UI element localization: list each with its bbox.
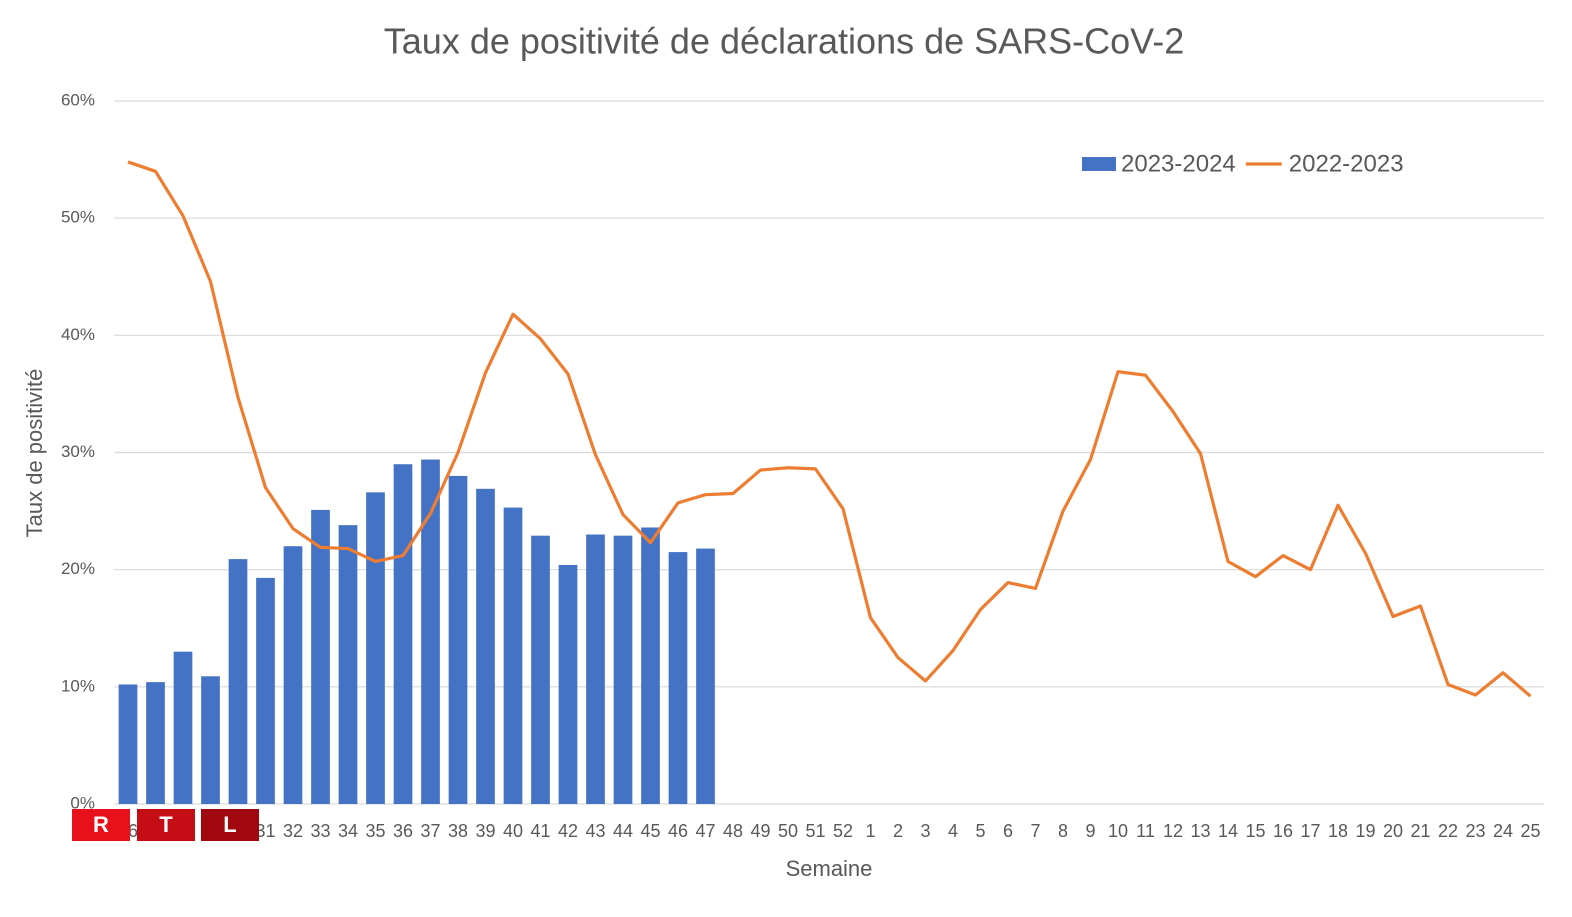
y-tick-label: 30% — [61, 442, 95, 461]
bar — [448, 475, 468, 804]
x-tick-label: 14 — [1218, 821, 1238, 841]
legend-swatch — [1082, 157, 1116, 171]
x-tick-label: 1 — [865, 821, 875, 841]
bar — [393, 464, 413, 804]
x-tick-label: 36 — [393, 821, 413, 841]
x-tick-label: 31 — [255, 821, 275, 841]
bar — [668, 552, 688, 804]
x-tick-label: 23 — [1465, 821, 1485, 841]
x-tick-label: 32 — [283, 821, 303, 841]
x-tick-label: 40 — [503, 821, 523, 841]
x-tick-label: 42 — [558, 821, 578, 841]
x-tick-label: 24 — [1493, 821, 1513, 841]
bar — [366, 492, 385, 804]
x-tick-label: 52 — [833, 821, 853, 841]
x-tick-label: 45 — [640, 821, 660, 841]
x-tick-label: 21 — [1410, 821, 1430, 841]
y-tick-label: 0% — [70, 793, 95, 812]
x-tick-label: 19 — [1355, 821, 1375, 841]
y-tick-label: 50% — [61, 208, 95, 227]
x-tick-label: 47 — [695, 821, 715, 841]
x-tick-label: 9 — [1085, 821, 1095, 841]
x-tick-label: 35 — [365, 821, 385, 841]
bar — [283, 546, 303, 804]
y-axis-label: Taux de positivité — [22, 369, 47, 538]
logo-block — [72, 809, 130, 841]
y-tick-label: 20% — [61, 559, 95, 578]
bar — [503, 507, 523, 804]
x-tick-label: 10 — [1108, 821, 1128, 841]
bar — [118, 684, 138, 804]
logo-letter: T — [159, 812, 173, 837]
x-tick-label: 50 — [778, 821, 798, 841]
x-tick-label: 12 — [1163, 821, 1183, 841]
x-tick-label: 15 — [1245, 821, 1265, 841]
legend-label: 2023-2024 — [1121, 150, 1236, 177]
x-tick-label: 33 — [310, 821, 330, 841]
line — [127, 160, 1532, 698]
x-tick-label: 4 — [948, 821, 958, 841]
bar — [311, 509, 330, 804]
bar — [558, 564, 578, 804]
x-tick-label: 11 — [1136, 821, 1155, 841]
legend-label: 2022-2023 — [1289, 150, 1404, 177]
x-tick-label: 34 — [338, 821, 358, 841]
logo-letter: R — [93, 812, 109, 837]
x-tick-label: 16 — [1273, 821, 1293, 841]
x-tick-label: 8 — [1058, 821, 1068, 841]
bar — [641, 527, 660, 804]
x-tick-label: 25 — [1520, 821, 1540, 841]
x-tick-label: 13 — [1190, 821, 1210, 841]
x-tick-label: 44 — [613, 821, 633, 841]
x-tick-label: 41 — [530, 821, 550, 841]
x-tick-label: 18 — [1328, 821, 1348, 841]
bar — [256, 577, 275, 804]
bar — [531, 535, 550, 804]
x-tick-label: 46 — [668, 821, 688, 841]
x-tick-label: 6 — [1003, 821, 1013, 841]
logo-block — [137, 809, 195, 841]
bar — [146, 682, 165, 804]
x-tick-label: 17 — [1300, 821, 1320, 841]
bar — [421, 459, 440, 804]
chart-title: Taux de positivité de déclarations de SA… — [384, 21, 1184, 62]
x-tick-label: 22 — [1438, 821, 1458, 841]
bar — [476, 488, 495, 804]
x-tick-label: 38 — [448, 821, 468, 841]
x-tick-label: 5 — [975, 821, 985, 841]
x-tick-label: 20 — [1383, 821, 1403, 841]
bar — [201, 676, 220, 804]
x-axis-label: Semaine — [786, 856, 873, 881]
x-tick-label: 3 — [920, 821, 930, 841]
logo-letter: L — [223, 812, 236, 837]
x-tick-label: 37 — [420, 821, 440, 841]
x-tick-label: 39 — [475, 821, 495, 841]
bar — [173, 651, 193, 804]
y-tick-label: 60% — [61, 90, 95, 109]
bar — [338, 525, 358, 804]
y-tick-label: 40% — [61, 325, 95, 344]
bar — [613, 535, 633, 804]
x-tick-label: 49 — [750, 821, 770, 841]
x-tick-label: 48 — [723, 821, 743, 841]
logo-block — [201, 809, 259, 841]
x-tick-label: 43 — [585, 821, 605, 841]
bar — [586, 534, 605, 804]
bar — [228, 559, 248, 804]
x-tick-label: 51 — [805, 821, 825, 841]
x-tick-label: 7 — [1030, 821, 1040, 841]
bar — [696, 548, 715, 804]
y-tick-label: 10% — [61, 676, 95, 695]
x-tick-label: 2 — [893, 821, 903, 841]
